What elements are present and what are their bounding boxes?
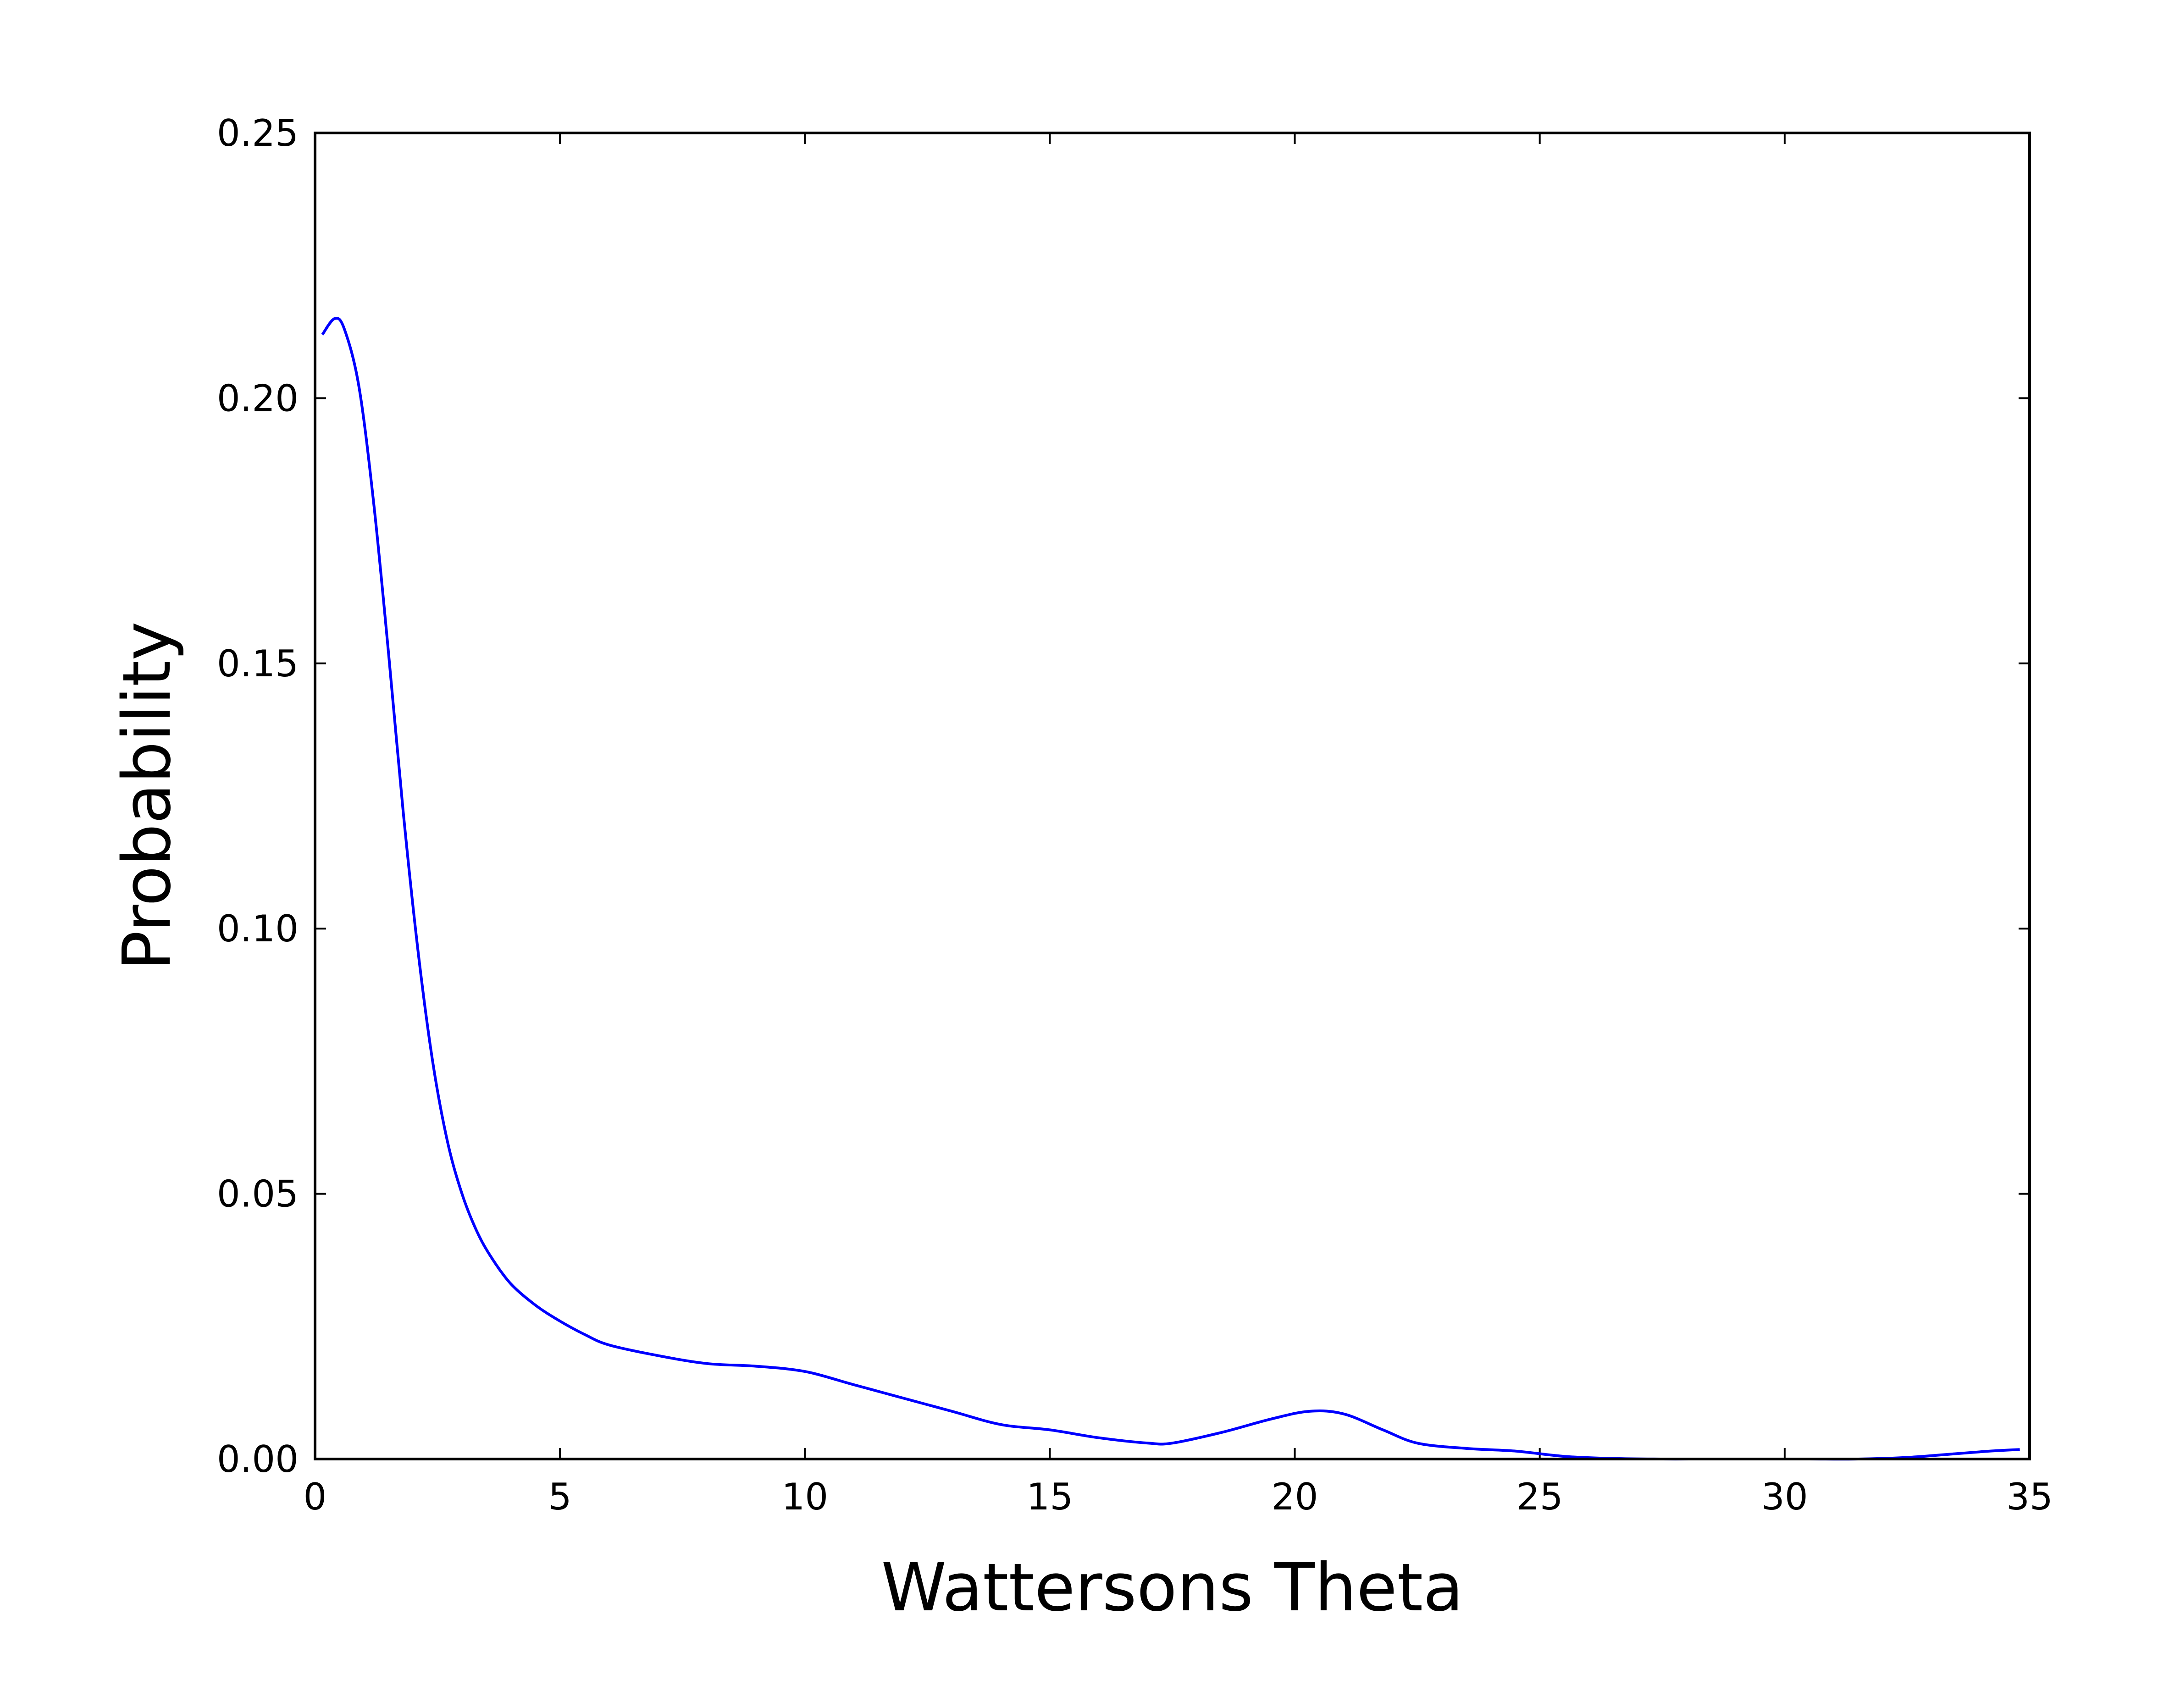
y-tick-label: 0.10 — [217, 907, 299, 950]
y-tick-label: 0.20 — [217, 377, 299, 420]
x-tick-label: 5 — [548, 1476, 572, 1518]
x-tick-label: 0 — [304, 1476, 327, 1518]
y-tick-label: 0.00 — [217, 1438, 299, 1481]
tick-labels: 0 5 10 15 20 25 30 35 0.00 0.05 0.10 0.15 0.20 0.25 — [217, 112, 2053, 1518]
x-tick-label: 20 — [1272, 1476, 1318, 1518]
x-tick-label: 25 — [1516, 1476, 1563, 1518]
y-axis-label: Probability — [108, 621, 185, 970]
x-tick-label: 30 — [1761, 1476, 1808, 1518]
x-tick-label: 15 — [1027, 1476, 1073, 1518]
plot-frame — [314, 132, 2031, 1460]
x-axis-label: Wattersons Theta — [881, 1549, 1464, 1626]
x-tick-label: 35 — [2006, 1476, 2053, 1518]
y-tick-label: 0.25 — [217, 112, 299, 155]
y-tick-label: 0.15 — [217, 642, 299, 685]
x-tick-label: 10 — [781, 1476, 828, 1518]
y-tick-label: 0.05 — [217, 1173, 299, 1216]
